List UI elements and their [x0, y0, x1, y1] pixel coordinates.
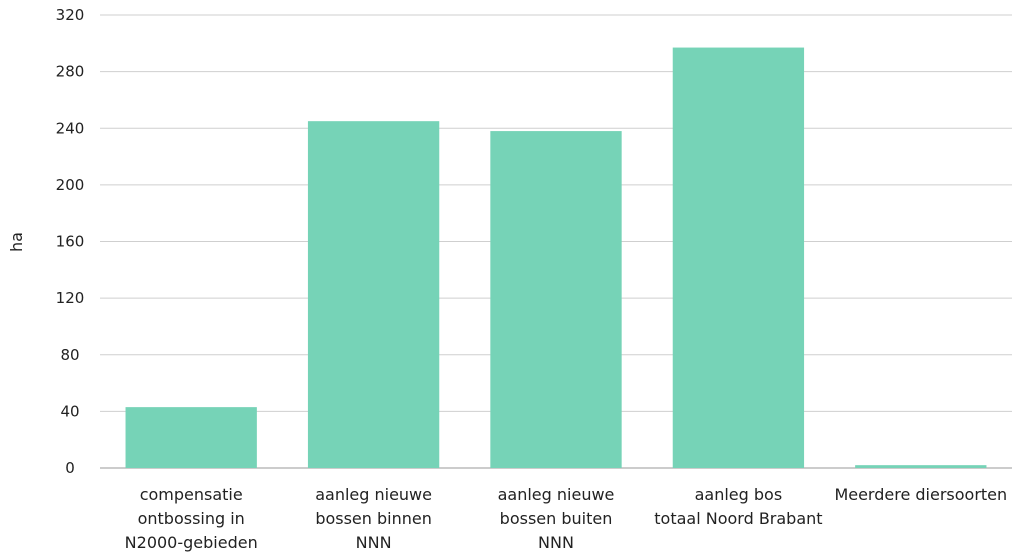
- x-category-label-line: bossen binnen: [315, 509, 432, 528]
- bar: [125, 407, 257, 468]
- x-category-label-line: N2000-gebieden: [125, 533, 258, 552]
- y-tick-label: 40: [60, 402, 79, 420]
- x-category-label-line: Meerdere diersoorten: [834, 485, 1007, 504]
- y-axis-label: ha: [7, 232, 26, 252]
- bar: [307, 121, 440, 468]
- x-category-label-line: aanleg bos: [695, 485, 783, 504]
- x-category-label-line: aanleg nieuwe: [498, 485, 615, 504]
- bar: [672, 47, 805, 468]
- x-category-label: aanleg bos totaal Noord Brabant: [654, 485, 822, 528]
- y-tick-label: 0: [65, 459, 75, 477]
- x-category-label: Meerdere diersoorten: [834, 485, 1007, 504]
- y-tick-label: 120: [56, 289, 85, 307]
- x-category-label-line: compensatie: [140, 485, 243, 504]
- x-category-label-line: bossen buiten: [500, 509, 613, 528]
- x-axis-category-labels: compensatie ontbossing in N2000-gebieden aa…: [125, 485, 1007, 552]
- bar: [490, 131, 622, 469]
- x-category-label: compensatie ontbossing in N2000-gebieden: [125, 485, 258, 552]
- x-category-label-line: totaal Noord Brabant: [654, 509, 822, 528]
- y-tick-label: 320: [56, 6, 85, 24]
- y-tick-label: 80: [60, 346, 79, 364]
- y-tick-label: 240: [56, 119, 85, 137]
- x-category-label: aanleg nieuwe bossen binnen NNN: [315, 485, 432, 552]
- y-axis-ticks: 0 40 80 120 160 200 240 280 320: [56, 6, 85, 477]
- x-category-label: aanleg nieuwe bossen buiten NNN: [498, 485, 615, 552]
- y-tick-label: 160: [56, 233, 85, 251]
- x-category-label-line: NNN: [538, 533, 574, 552]
- x-category-label-line: NNN: [356, 533, 392, 552]
- y-tick-label: 280: [56, 63, 85, 81]
- bar: [855, 465, 987, 468]
- x-category-label-line: aanleg nieuwe: [315, 485, 432, 504]
- bars: [125, 47, 987, 469]
- x-category-label-line: ontbossing in: [138, 509, 245, 528]
- y-tick-label: 200: [56, 176, 85, 194]
